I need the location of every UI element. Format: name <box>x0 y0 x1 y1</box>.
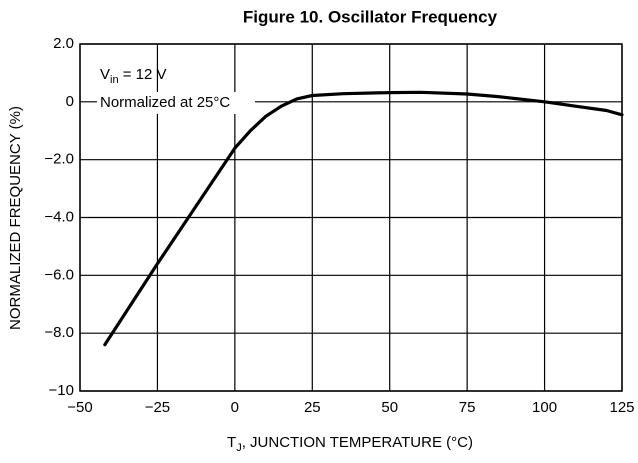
annotation: Vin = 12 V <box>100 66 167 86</box>
y-tick-label: 2.0 <box>53 35 74 52</box>
y-tick-label: −4.0 <box>44 208 74 225</box>
x-tick-label: −25 <box>145 399 170 416</box>
annotation-part: = 12 V <box>119 66 167 83</box>
y-tick-label: −8.0 <box>44 324 74 341</box>
x-label-part: , JUNCTION TEMPERATURE (°C) <box>242 434 473 451</box>
annotation-sub: in <box>110 74 119 86</box>
x-tick-label: 25 <box>304 399 321 416</box>
line <box>103 90 624 347</box>
annotation-bg <box>97 92 255 114</box>
x-tick-label: −50 <box>67 399 92 416</box>
chart-title: Figure 10. Oscillator Frequency <box>243 7 498 26</box>
annotation-note: Normalized at 25°C <box>100 94 230 111</box>
x-tick-label: 75 <box>459 399 476 416</box>
x-tick-label: 0 <box>231 399 239 416</box>
y-tick-label: −10 <box>49 382 74 399</box>
annotation-part: V <box>100 66 110 83</box>
x-label-sub: J <box>236 442 242 454</box>
y-tick-label: 0 <box>66 93 74 110</box>
y-tick-label: −6.0 <box>44 266 74 283</box>
x-tick-label: 50 <box>381 399 398 416</box>
x-axis-label: TJ, JUNCTION TEMPERATURE (°C) <box>227 434 473 454</box>
x-tick-label: 100 <box>532 399 557 416</box>
x-tick-label: 125 <box>609 399 634 416</box>
y-axis-label: NORMALIZED FREQUENCY (%) <box>7 106 24 330</box>
y-tick-label: −2.0 <box>44 151 74 168</box>
grid <box>79 43 623 392</box>
x-label-part: T <box>227 434 236 451</box>
